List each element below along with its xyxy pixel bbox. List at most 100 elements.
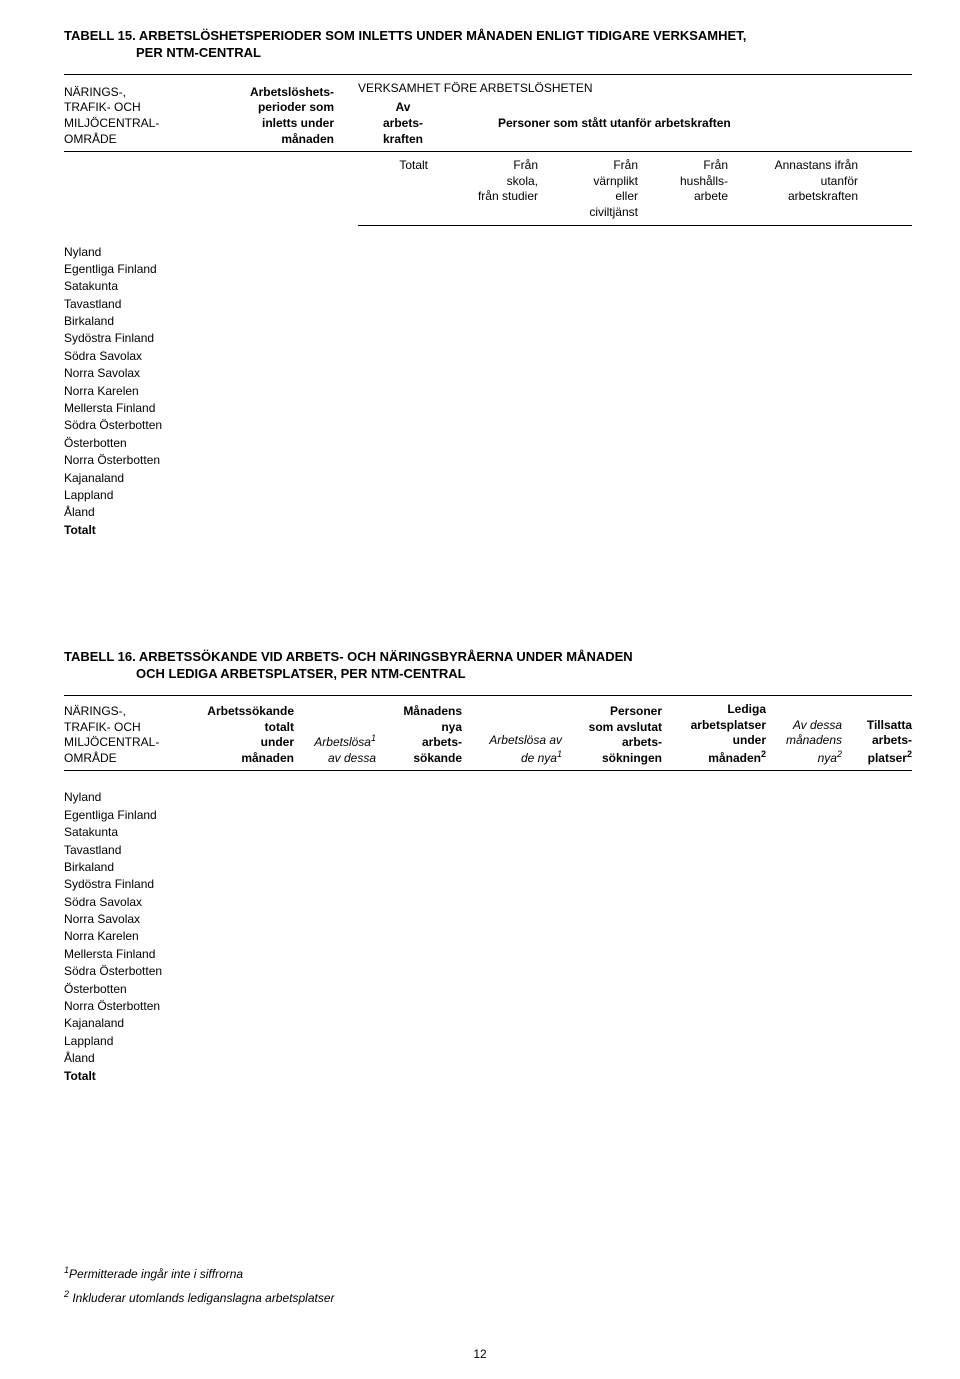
- text: de nya: [521, 751, 557, 765]
- text: Från: [638, 158, 728, 174]
- divider: [358, 225, 912, 226]
- tabell15-title-l2: PER NTM-CENTRAL: [64, 45, 912, 62]
- verksamhet-block: VERKSAMHET FÖRE ARBETSLÖSHETEN Av arbets…: [334, 81, 912, 147]
- region-row: Norra Karelen: [64, 928, 912, 945]
- text: arbets-: [376, 735, 462, 751]
- region-row: Åland: [64, 504, 912, 521]
- text: från studier: [428, 189, 538, 205]
- region-row: Tavastland: [64, 842, 912, 859]
- region-row: Lappland: [64, 1033, 912, 1050]
- text: under: [662, 733, 766, 749]
- text: som avslutat: [562, 720, 662, 736]
- left-header: NÄRINGS-, TRAFIK- OCH MILJÖCENTRAL- OMRÅ…: [64, 85, 214, 147]
- personer-title: Personer som stått utanför arbetskraften: [498, 116, 912, 132]
- text: totalt: [182, 720, 294, 736]
- region-row: Egentliga Finland: [64, 807, 912, 824]
- text: arbets-: [358, 116, 448, 132]
- text: arbete: [638, 189, 728, 205]
- text: Inkluderar utomlands lediganslagna arbet…: [69, 1291, 335, 1305]
- footnote-1: 1Permitterade ingår inte i siffrorna: [64, 1265, 912, 1283]
- text: NÄRINGS-,: [64, 85, 214, 101]
- region-row: Kajanaland: [64, 1015, 912, 1032]
- verksamhet-title: VERKSAMHET FÖRE ARBETSLÖSHETEN: [358, 81, 912, 97]
- mid-header: Arbetslöshets- perioder som inletts unde…: [214, 85, 334, 147]
- region-row: Lappland: [64, 487, 912, 504]
- text: kraften: [358, 132, 448, 148]
- text: nya: [376, 720, 462, 736]
- personer-block: Personer som stått utanför arbetskraften: [448, 100, 912, 147]
- sub-annastans: Annastans ifrån utanför arbetskraften: [728, 158, 858, 220]
- text: TRAFIK- OCH: [64, 720, 182, 736]
- text: Arbetslösa av: [462, 733, 562, 749]
- text: månaden: [708, 751, 761, 765]
- divider: [64, 695, 912, 696]
- text: Från: [538, 158, 638, 174]
- region-row: Sydöstra Finland: [64, 876, 912, 893]
- col-av-dessa: Av dessa månadens nya2: [766, 718, 842, 767]
- text: Permitterade ingår inte i siffrorna: [69, 1267, 243, 1281]
- tabell16-regions: NylandEgentliga FinlandSatakuntaTavastla…: [64, 789, 912, 1085]
- tabell16-title-l1: TABELL 16. ARBETSSÖKANDE VID ARBETS- OCH…: [64, 649, 912, 666]
- text: MILJÖCENTRAL-: [64, 735, 182, 751]
- tabell16-title-l2: OCH LEDIGA ARBETSPLATSER, PER NTM-CENTRA…: [64, 666, 912, 683]
- region-row: Österbotten: [64, 981, 912, 998]
- col-arbetslosa-nya: Arbetslösa av de nya1: [462, 733, 562, 766]
- sub-hushall: Från hushålls- arbete: [638, 158, 728, 220]
- tabell15-subheader: Totalt Från skola, från studier Från vär…: [64, 158, 912, 220]
- text: arbets-: [842, 733, 912, 749]
- region-row: Tavastland: [64, 296, 912, 313]
- text: Lediga: [662, 702, 766, 718]
- region-row: Kajanaland: [64, 470, 912, 487]
- text: sökande: [376, 751, 462, 767]
- text: arbets-: [562, 735, 662, 751]
- col-tillsatta: Tillsatta arbets- platser2: [842, 718, 912, 767]
- text: civiltjänst: [538, 205, 638, 221]
- text: skola,: [428, 174, 538, 190]
- region-row: Satakunta: [64, 824, 912, 841]
- left-header: NÄRINGS-, TRAFIK- OCH MILJÖCENTRAL- OMRÅ…: [64, 704, 182, 766]
- text: arbetsplatser: [662, 718, 766, 734]
- col-lediga: Lediga arbetsplatser under månaden2: [662, 702, 766, 766]
- region-row: Österbotten: [64, 435, 912, 452]
- text: Personer: [562, 704, 662, 720]
- text: perioder som: [214, 100, 334, 116]
- text: Arbetslösa: [314, 735, 371, 749]
- text: inletts under: [214, 116, 334, 132]
- col-arbetssokande: Arbetssökande totalt under månaden: [182, 704, 294, 766]
- text: under: [182, 735, 294, 751]
- text: av dessa: [294, 751, 376, 767]
- col-personer-avslutat: Personer som avslutat arbets- sökningen: [562, 704, 662, 766]
- sub-skola: Från skola, från studier: [428, 158, 538, 220]
- region-row: Norra Karelen: [64, 383, 912, 400]
- text: månadens: [766, 733, 842, 749]
- text: eller: [538, 189, 638, 205]
- region-row: Satakunta: [64, 278, 912, 295]
- text: platser: [868, 751, 907, 765]
- tabell15-title: TABELL 15. ARBETSLÖSHETSPERIODER SOM INL…: [64, 28, 912, 62]
- sup: 2: [907, 749, 912, 759]
- tabell16-title: TABELL 16. ARBETSSÖKANDE VID ARBETS- OCH…: [64, 649, 912, 683]
- divider: [64, 770, 912, 771]
- region-row: Birkaland: [64, 313, 912, 330]
- region-row: Södra Savolax: [64, 894, 912, 911]
- region-totalt: Totalt: [64, 522, 912, 539]
- region-row: Åland: [64, 1050, 912, 1067]
- text: månaden: [182, 751, 294, 767]
- text: Arbetssökande: [182, 704, 294, 720]
- text: Månadens: [376, 704, 462, 720]
- text: Av dessa: [766, 718, 842, 734]
- text: utanför: [728, 174, 858, 190]
- region-row: Nyland: [64, 244, 912, 261]
- tabell15-title-l1: TABELL 15. ARBETSLÖSHETSPERIODER SOM INL…: [64, 28, 912, 45]
- text: värnplikt: [538, 174, 638, 190]
- text: nya: [818, 751, 837, 765]
- region-totalt: Totalt: [64, 1068, 912, 1085]
- sub-totalt: Totalt: [358, 158, 428, 220]
- text: TRAFIK- OCH: [64, 100, 214, 116]
- region-row: Birkaland: [64, 859, 912, 876]
- region-row: Mellersta Finland: [64, 400, 912, 417]
- region-row: Norra Savolax: [64, 365, 912, 382]
- text: OMRÅDE: [64, 751, 182, 767]
- region-row: Norra Savolax: [64, 911, 912, 928]
- region-row: Södra Österbotten: [64, 963, 912, 980]
